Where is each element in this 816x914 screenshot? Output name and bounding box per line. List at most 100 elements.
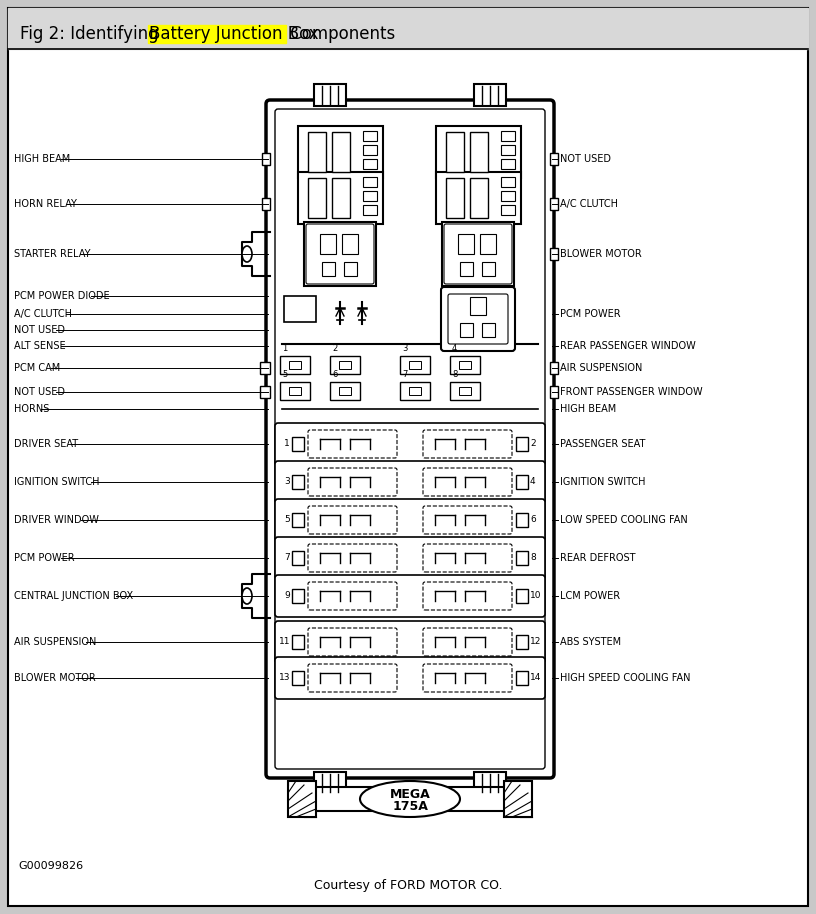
FancyBboxPatch shape [423, 506, 512, 534]
Bar [400, 382, 430, 400]
Text: Components: Components [286, 25, 396, 43]
FancyBboxPatch shape [275, 423, 545, 465]
Bar [292, 589, 304, 603]
Text: REAR DEFROST: REAR DEFROST [560, 553, 636, 563]
Text: AIR SUSPENSION: AIR SUSPENSION [14, 637, 96, 647]
Text: 4: 4 [530, 477, 535, 486]
FancyBboxPatch shape [275, 537, 545, 579]
FancyBboxPatch shape [308, 468, 397, 496]
Bar [504, 781, 532, 817]
Bar [308, 132, 326, 172]
Text: A/C CLUTCH: A/C CLUTCH [560, 199, 618, 209]
Text: MEGA: MEGA [389, 788, 430, 801]
Bar [284, 296, 316, 322]
Bar [292, 671, 304, 685]
Bar [362, 191, 376, 201]
Bar [436, 126, 521, 178]
Bar [290, 787, 530, 811]
Text: 3: 3 [284, 477, 290, 486]
Bar [292, 551, 304, 565]
FancyBboxPatch shape [306, 224, 374, 284]
FancyBboxPatch shape [423, 582, 512, 610]
Bar [516, 671, 528, 685]
Text: 14: 14 [530, 674, 541, 683]
Ellipse shape [242, 588, 252, 604]
Text: 5: 5 [284, 515, 290, 525]
Bar [280, 382, 310, 400]
Bar [280, 356, 310, 374]
Text: 2: 2 [332, 344, 337, 353]
Bar [308, 178, 326, 218]
Bar [450, 382, 480, 400]
FancyBboxPatch shape [275, 657, 545, 699]
Bar [342, 234, 358, 254]
Bar [474, 84, 506, 106]
Text: IGNITION SWITCH: IGNITION SWITCH [560, 477, 645, 487]
FancyBboxPatch shape [423, 628, 512, 656]
Bar [470, 297, 486, 315]
Bar [550, 153, 558, 165]
Bar [446, 132, 463, 172]
FancyBboxPatch shape [308, 430, 397, 458]
Bar [322, 262, 335, 276]
Bar [516, 635, 528, 649]
Bar [292, 635, 304, 649]
Bar [288, 781, 316, 817]
Text: NOT USED: NOT USED [560, 154, 611, 164]
Text: 10: 10 [530, 591, 542, 600]
Text: 5: 5 [282, 370, 287, 379]
Text: 6: 6 [530, 515, 536, 525]
Bar [409, 361, 421, 369]
FancyBboxPatch shape [275, 575, 545, 617]
Text: LCM POWER: LCM POWER [560, 591, 620, 601]
FancyBboxPatch shape [308, 664, 397, 692]
Text: 7: 7 [284, 554, 290, 562]
Text: PCM POWER DIODE: PCM POWER DIODE [14, 291, 109, 301]
Text: NOT USED: NOT USED [14, 325, 65, 335]
Text: Fig 2: Identifying: Fig 2: Identifying [20, 25, 164, 43]
FancyBboxPatch shape [308, 544, 397, 572]
Bar [260, 386, 270, 398]
Bar [550, 248, 558, 260]
Bar [516, 551, 528, 565]
Bar [459, 361, 471, 369]
Bar [292, 513, 304, 527]
Bar [500, 159, 515, 169]
Bar [550, 198, 558, 210]
Text: 1: 1 [282, 344, 287, 353]
Bar [320, 234, 336, 254]
Bar [450, 356, 480, 374]
FancyBboxPatch shape [275, 461, 545, 503]
Bar [260, 362, 270, 374]
FancyBboxPatch shape [308, 506, 397, 534]
Text: HIGH BEAM: HIGH BEAM [560, 404, 616, 414]
FancyBboxPatch shape [444, 224, 512, 284]
Text: ABS SYSTEM: ABS SYSTEM [560, 637, 621, 647]
Text: AIR SUSPENSION: AIR SUSPENSION [560, 363, 642, 373]
Bar [482, 262, 495, 276]
FancyBboxPatch shape [423, 430, 512, 458]
Bar [400, 356, 430, 374]
Text: 6: 6 [332, 370, 337, 379]
Bar [500, 145, 515, 155]
Bar [362, 159, 376, 169]
Bar [500, 205, 515, 215]
Text: HIGH SPEED COOLING FAN: HIGH SPEED COOLING FAN [560, 673, 690, 683]
Bar [330, 356, 360, 374]
Bar [344, 262, 357, 276]
Bar [550, 362, 558, 374]
Bar [330, 382, 360, 400]
Text: FRONT PASSENGER WINDOW: FRONT PASSENGER WINDOW [560, 387, 703, 397]
Bar [474, 772, 506, 794]
Text: HORN RELAY: HORN RELAY [14, 199, 77, 209]
Bar [8, 8, 808, 49]
FancyBboxPatch shape [423, 544, 512, 572]
Bar [459, 387, 471, 395]
Bar [331, 178, 349, 218]
Text: DRIVER SEAT: DRIVER SEAT [14, 439, 78, 449]
Text: 13: 13 [278, 674, 290, 683]
FancyBboxPatch shape [308, 582, 397, 610]
Text: 2: 2 [530, 440, 535, 449]
FancyBboxPatch shape [441, 287, 515, 351]
Bar [289, 387, 301, 395]
